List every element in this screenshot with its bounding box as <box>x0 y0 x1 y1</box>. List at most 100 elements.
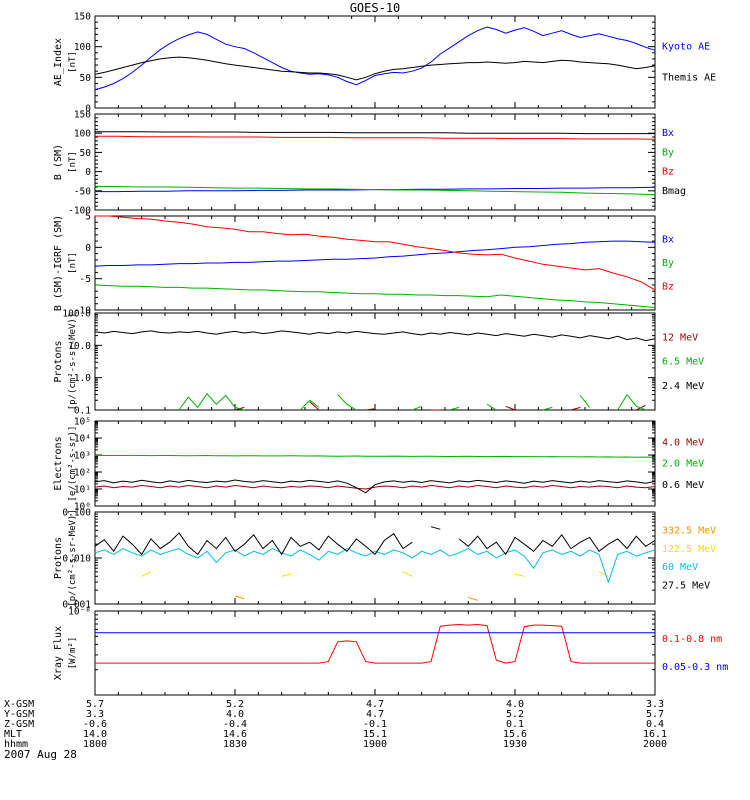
legend-27.5-mev: 27.5 MeV <box>662 581 710 592</box>
series-kyoto-ae <box>94 26 656 91</box>
series-122.5-mev <box>598 571 609 577</box>
legend-60-mev: 60 MeV <box>662 562 698 573</box>
series-27.5-mev <box>94 532 413 556</box>
y-tick-label: 0 <box>85 104 91 115</box>
series-122.5-mev <box>281 573 292 577</box>
series-60-mev <box>94 548 656 584</box>
y-axis-units: [e/(cm²-s-sr)] <box>68 426 78 502</box>
date-label: 2007 Aug 28 <box>4 748 77 761</box>
y-tick-label: 100 <box>74 129 91 140</box>
y-tick-label: 10³ <box>74 451 91 462</box>
legend-bx: Bx <box>662 128 674 139</box>
panel-border-xray-flux <box>94 610 656 696</box>
series-6.5-mev <box>579 395 591 408</box>
series-6.5-mev <box>449 406 460 411</box>
y-tick-label: 10⁻⁸ <box>68 607 91 618</box>
y-tick-label: 0.001 <box>62 600 91 611</box>
axis-row-value: 15.1 <box>363 729 387 740</box>
y-axis-units: [p/(cm²-s-sr-MeV)] <box>68 509 78 607</box>
panel-electrons: 10⁰ 10¹ 10² 10³ 10⁴ 10⁵ Electrons [e/(cm²-s-sr)… <box>53 417 704 513</box>
y-tick-label: 100 <box>74 42 91 53</box>
legend-bx: Bx <box>662 235 674 246</box>
axis-row-value: 3.3 <box>86 709 104 720</box>
legend-by: By <box>662 147 674 158</box>
panel-border-ae-index <box>94 15 656 109</box>
panel-border-b-sm-igrf <box>94 215 656 311</box>
axis-row-value: 4.0 <box>226 709 244 720</box>
legend-2.0-mev: 2.0 MeV <box>662 459 704 470</box>
series-6.5-mev <box>299 399 320 411</box>
axis-row-value: -0.6 <box>83 719 107 730</box>
series-6.5-mev <box>412 405 422 411</box>
panel-border-electrons <box>94 420 656 507</box>
y-tick-label: 0 <box>85 243 91 254</box>
legend-by: By <box>662 258 674 269</box>
series-122.5-mev <box>402 571 413 577</box>
y-axis-title: B (SM)-IGRF (SM) <box>53 215 64 311</box>
y-tick-label: 0.100 <box>62 508 91 519</box>
legend-6.5-mev: 6.5 MeV <box>662 357 704 368</box>
y-axis-units: [W/m²] <box>68 637 78 670</box>
axis-row-value: 15.6 <box>503 729 527 740</box>
axis-row-value: 5.2 <box>506 709 524 720</box>
y-tick-label: 100.0 <box>62 309 91 320</box>
panel-xray-flux: 10⁻⁸ Xray Flux [W/m²] 0.1-0.8 nm 0.05-0.3 nm <box>53 607 728 696</box>
axis-row-label: Y-GSM <box>4 709 34 720</box>
axis-row-value: 4.0 <box>506 699 524 710</box>
series-12-mev <box>570 406 581 411</box>
axis-row-value: 4.7 <box>366 709 384 720</box>
chart-title: GOES-10 <box>349 1 401 15</box>
series-themis-ae <box>94 56 656 81</box>
y-tick-label: -10 <box>74 306 91 317</box>
axis-row-value: -0.4 <box>223 719 247 730</box>
panel-border-b-sm <box>94 113 656 211</box>
axis-row-label: X-GSM <box>4 699 34 710</box>
series-2.4-mev <box>94 330 656 342</box>
axis-row-label: Z-GSM <box>4 719 34 730</box>
y-tick-label: 10² <box>74 468 91 479</box>
legend-332.5-mev: 332.5 MeV <box>662 525 716 536</box>
legend-bmag: Bmag <box>662 186 686 197</box>
legend-4.0-mev: 4.0 MeV <box>662 437 704 448</box>
axis-row-value: 0.1 <box>506 719 524 730</box>
y-axis-units: [nT] <box>68 252 78 274</box>
legend-bz: Bz <box>662 167 674 178</box>
series-6.5-mev <box>617 393 646 411</box>
series-bx <box>94 240 656 267</box>
legend-12-mev: 12 MeV <box>662 332 698 343</box>
axis-row-label: MLT <box>4 729 22 740</box>
legend-0.05-0.3-nm: 0.05-0.3 nm <box>662 662 728 673</box>
y-tick-label: 0.010 <box>62 554 91 565</box>
series-27.5-mev <box>458 533 656 556</box>
series-12-mev <box>505 405 516 411</box>
y-axis-title: AE_Index <box>53 38 64 86</box>
y-tick-label: 10¹ <box>74 485 91 496</box>
y-axis-units: [nT] <box>68 151 78 173</box>
y-tick-label: 1.0 <box>74 373 91 384</box>
legend-kyoto-ae: Kyoto AE <box>662 42 710 53</box>
axis-row-label: hhmm <box>4 739 28 750</box>
y-tick-label: 150 <box>74 12 91 23</box>
legend-0.6-mev: 0.6 MeV <box>662 480 704 491</box>
series-12-mev <box>309 401 320 411</box>
y-tick-label: 10⁴ <box>74 434 91 445</box>
panel-protons-high: 0.001 0.010 0.100 Protons [p/(cm²-s-sr-MeV)]… <box>53 508 716 611</box>
axis-row-value: 14.0 <box>83 729 107 740</box>
legend-themis-ae: Themis AE <box>662 72 716 83</box>
axis-row-value: 1900 <box>363 739 387 750</box>
legend-2.4-mev: 2.4 MeV <box>662 381 704 392</box>
panel-protons-low: 0.1 1.0 10.0 100.0 Protons [p/(cm²-s-sr-MeV)]… <box>53 309 704 417</box>
axis-row-value: 5.7 <box>646 709 664 720</box>
series-6.5-mev <box>486 403 497 411</box>
series-0.1-0.8-nm <box>95 623 655 664</box>
axis-row-value: 0.4 <box>646 719 664 730</box>
series-bmag <box>95 131 655 135</box>
legend-122.5-mev: 122.5 MeV <box>662 544 716 555</box>
y-tick-label: 0.1 <box>74 406 91 417</box>
series-6.5-mev <box>337 394 357 411</box>
axis-row-value: -0.1 <box>363 719 387 730</box>
y-tick-label: 150 <box>74 110 91 121</box>
panel-border-protons-low <box>94 312 656 411</box>
series-0.6-mev <box>94 479 656 494</box>
